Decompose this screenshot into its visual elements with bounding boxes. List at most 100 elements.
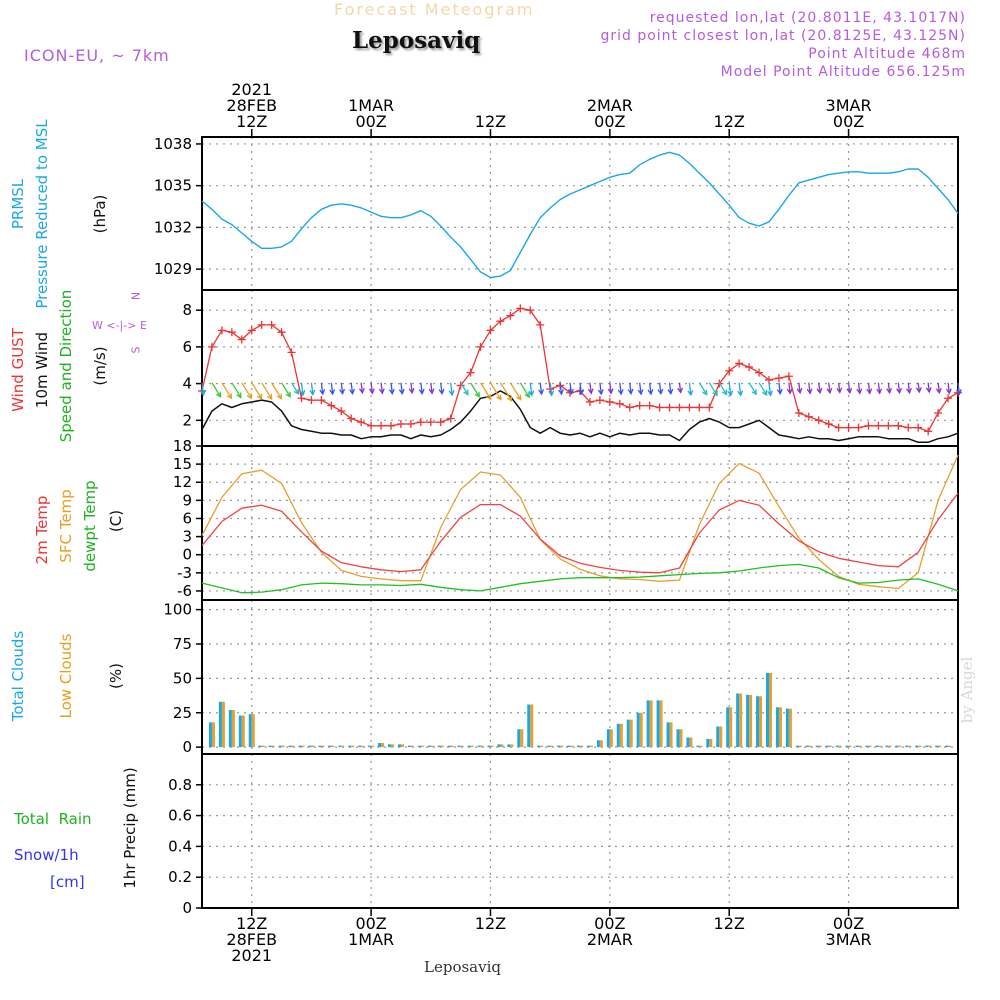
low-cloud-bar xyxy=(440,745,444,748)
bottom-time-label: 00Z xyxy=(594,914,625,933)
wind-direction-arrow xyxy=(489,382,502,400)
total-cloud-bar xyxy=(706,738,710,748)
low-cloud-bar xyxy=(599,740,603,748)
total-cloud-bar xyxy=(298,745,302,748)
wind-direction-arrowhead xyxy=(299,390,306,397)
total-cloud-bar xyxy=(228,710,232,748)
wind-direction-arrow xyxy=(887,382,891,393)
wind-gust-marker xyxy=(217,326,226,335)
total-cloud-bar xyxy=(368,745,372,748)
wind-direction-arrowhead xyxy=(516,394,522,401)
wind-direction-arrowhead xyxy=(496,394,502,401)
total-cloud-bar xyxy=(805,745,809,748)
wind-direction-arrow xyxy=(400,382,403,394)
wind-direction-arrow xyxy=(748,382,757,395)
low-cloud-bar xyxy=(898,745,902,748)
low-cloud-bar xyxy=(231,710,235,748)
low-cloud-bar xyxy=(838,745,842,748)
y-tick-label: 8 xyxy=(182,301,192,319)
compass-west-east-label: W <-|-> E xyxy=(92,319,147,332)
wind-gust-marker xyxy=(784,372,793,381)
wind-direction-arrow xyxy=(678,382,682,393)
wind-gust-marker xyxy=(496,317,505,326)
wind-direction-arrowhead xyxy=(486,394,492,401)
low-cloud-bar xyxy=(739,693,743,748)
y-tick-label: 9 xyxy=(182,491,192,509)
wind-direction-arrowhead xyxy=(607,388,614,395)
panel-frame xyxy=(201,445,959,601)
total-cloud-bar xyxy=(388,744,391,748)
total-cloud-bar xyxy=(905,745,909,748)
wind-direction-arrow xyxy=(609,382,612,394)
low-cloud-bar xyxy=(818,745,822,748)
wind-direction-arrow xyxy=(211,382,222,398)
wind-gust-marker xyxy=(834,423,843,432)
wind-direction-arrow xyxy=(499,382,513,402)
low-cloud-bar xyxy=(659,700,663,748)
wind-direction-arrow xyxy=(947,382,950,394)
precip-rain-label: Total Rain xyxy=(14,810,92,828)
wind-direction-arrowhead xyxy=(786,388,793,395)
wind-direction-arrowhead xyxy=(846,387,853,395)
wind-direction-arrowhead xyxy=(667,388,674,395)
total-cloud-bar xyxy=(925,745,929,748)
wind-gust-marker xyxy=(357,418,366,427)
info-line-model-altitude: Model Point Altitude 656.125m xyxy=(720,64,966,80)
low-cloud-bar xyxy=(281,745,285,748)
low-cloud-bar xyxy=(619,723,623,748)
meteogram-subtitle: Forecast Meteogram xyxy=(334,0,535,19)
wind-direction-arrow xyxy=(917,382,920,393)
wind-direction-arrowhead xyxy=(567,388,574,395)
top-time-label: 2021 xyxy=(231,80,272,99)
low-cloud-bar xyxy=(410,745,414,748)
wind-direction-arrowhead xyxy=(617,389,624,396)
wind-direction-arrowhead xyxy=(647,389,654,396)
low-cloud-bar xyxy=(510,744,514,748)
total-cloud-bar xyxy=(437,745,441,748)
wind-direction-arrow xyxy=(350,382,354,394)
total-cloud-bar xyxy=(726,707,730,748)
wind-direction-arrowhead xyxy=(577,389,584,396)
low-cloud-bar xyxy=(311,745,315,748)
total-cloud-bar xyxy=(785,708,789,748)
total-cloud-bar xyxy=(935,745,939,748)
total-cloud-bar xyxy=(278,745,282,748)
wind-gust-marker xyxy=(367,421,376,430)
wind-direction-arrow xyxy=(738,382,742,396)
wind-direction-arrowhead xyxy=(506,395,513,402)
wind-gust-marker xyxy=(526,306,535,315)
wind-direction-arrow xyxy=(708,382,718,396)
wind-direction-arrowhead xyxy=(712,390,718,397)
wind-direction-arrowhead xyxy=(285,391,291,398)
wind-gust-marker xyxy=(944,394,953,403)
low-cloud-bar xyxy=(331,745,335,748)
wind-direction-arrowhead xyxy=(309,389,316,396)
low-cloud-bar xyxy=(699,745,703,748)
wind-gust-marker xyxy=(804,412,813,421)
bottom-time-label: 3MAR xyxy=(826,930,872,949)
wind-direction-arrowhead xyxy=(687,390,694,397)
wind-gust-marker xyxy=(416,418,425,427)
wind-gust-marker xyxy=(446,414,455,423)
wind-gust-marker xyxy=(675,403,684,412)
wind-gust-marker xyxy=(595,396,604,405)
wind-direction-arrowhead xyxy=(463,389,469,396)
wind-gust-marker xyxy=(844,423,853,432)
wind-gust-marker xyxy=(814,416,823,425)
wind-gust-marker xyxy=(934,408,943,417)
total-cloud-bar xyxy=(358,745,362,748)
wind-direction-arrowhead xyxy=(408,387,415,395)
bottom-time-label: 00Z xyxy=(355,914,386,933)
wind-direction-arrow xyxy=(818,382,821,393)
low-cloud-bar xyxy=(928,745,932,748)
total-cloud-bar xyxy=(527,704,531,748)
wind-direction-arrow xyxy=(330,382,334,395)
wind-direction-arrow xyxy=(688,382,692,395)
wind-direction-arrowhead xyxy=(677,387,684,394)
wind-direction-arrowhead xyxy=(276,393,283,400)
wind-gust-marker xyxy=(685,403,694,412)
wind-direction-arrowhead xyxy=(796,387,803,395)
total-cloud-bar xyxy=(656,700,660,748)
low-cloud-bar xyxy=(560,745,564,748)
